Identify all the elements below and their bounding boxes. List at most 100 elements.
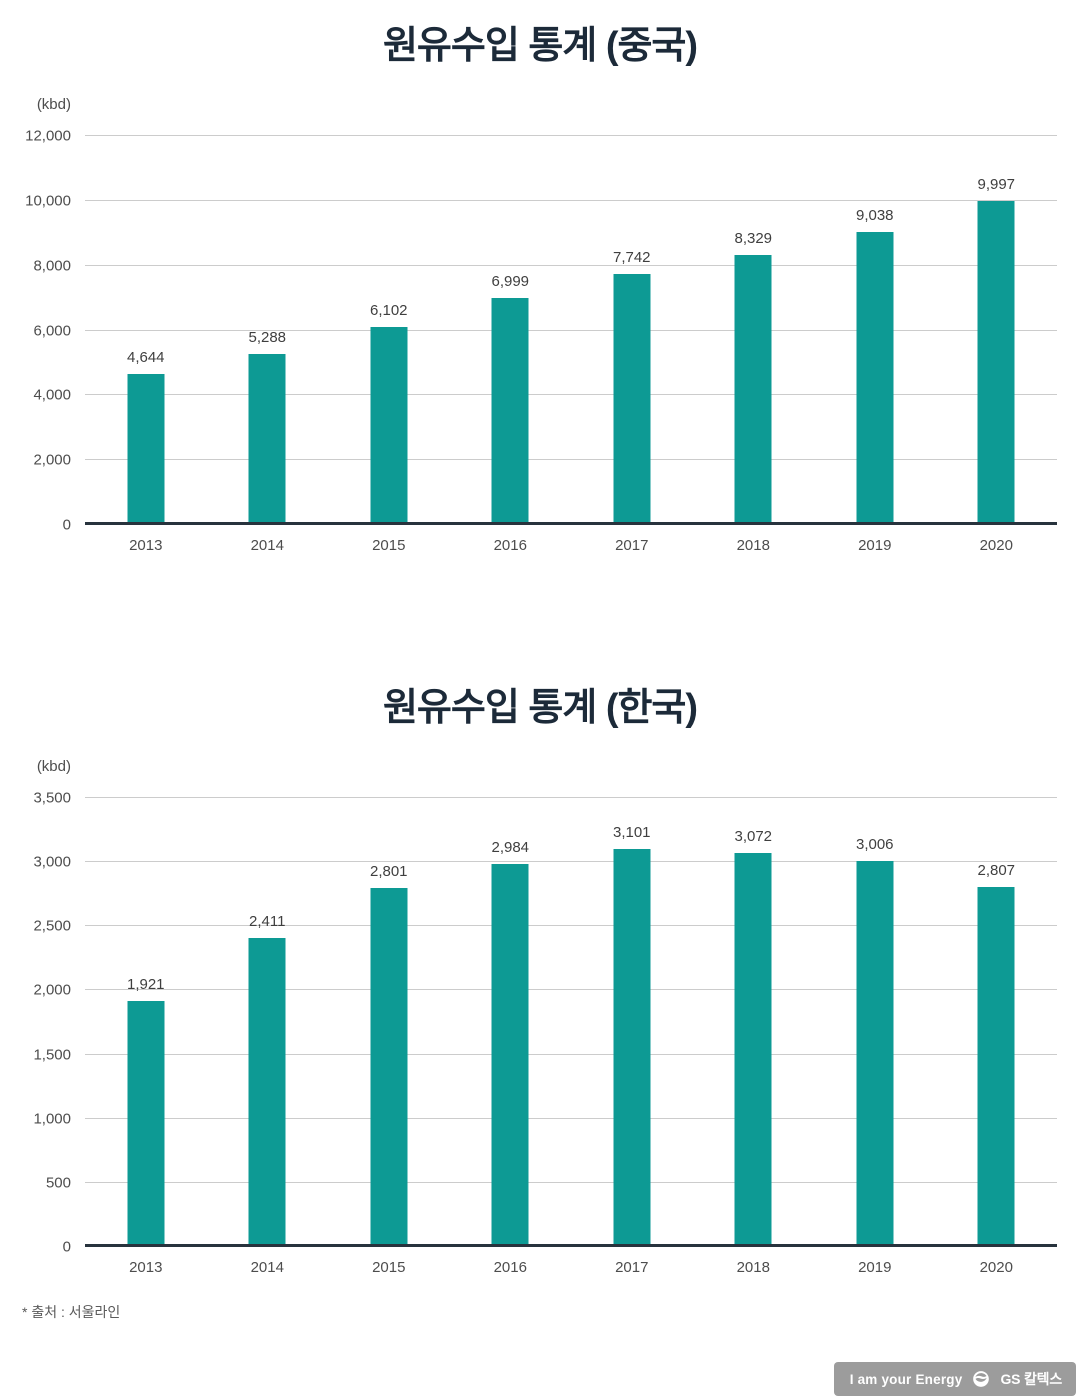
gridline <box>85 1181 1057 1183</box>
gridline <box>85 1117 1057 1119</box>
bar-2018 <box>734 255 772 525</box>
bar-2013 <box>127 374 165 525</box>
y-tick-label: 2,000 <box>33 451 71 469</box>
gridline <box>85 394 1057 396</box>
y-tick-label: 0 <box>62 516 71 534</box>
y-tick-label: 3,500 <box>33 789 71 807</box>
unit-row: (kbd) <box>0 96 1057 114</box>
x-tick-label: 2020 <box>979 537 1013 554</box>
x-tick-label: 2014 <box>250 1259 284 1276</box>
gridline <box>85 1053 1057 1055</box>
x-tick-label: 2018 <box>736 537 770 554</box>
brand-name: GS 칼텍스 <box>1000 1371 1062 1387</box>
gridline <box>85 861 1057 863</box>
brand-badge: I am your Energy GS 칼텍스 <box>833 1362 1076 1396</box>
y-axis-china: 12,000 10,000 8,000 6,000 4,000 2,000 0 <box>0 128 85 534</box>
bar-value-label: 6,999 <box>491 273 530 291</box>
bar-value-label: 2,807 <box>977 861 1016 879</box>
gridline <box>85 329 1057 331</box>
gs-logo-icon <box>971 1369 991 1389</box>
x-axis-korea: 2013 2014 2015 2016 2017 2018 2019 2020 <box>85 1259 1057 1276</box>
y-axis-unit-label: (kbd) <box>36 758 71 775</box>
gridline <box>85 797 1057 798</box>
x-tick-label: 2016 <box>493 537 527 554</box>
x-tick-label: 2013 <box>129 1259 163 1276</box>
bar-value-label: 7,742 <box>612 249 651 267</box>
y-axis-korea: 3,500 3,000 2,500 2,000 1,500 1,000 500 0 <box>0 790 85 1256</box>
bar-value-label: 2,984 <box>491 839 530 857</box>
gridline <box>85 264 1057 266</box>
bar-value-label: 1,921 <box>126 975 165 993</box>
bar-2016 <box>491 298 529 525</box>
bar-value-label: 3,101 <box>612 824 651 842</box>
y-tick-label: 10,000 <box>25 192 71 210</box>
bar-2016 <box>491 864 529 1247</box>
y-tick-label: 3,000 <box>33 853 71 871</box>
y-tick-label: 2,000 <box>33 981 71 999</box>
bar-2020 <box>977 200 1015 525</box>
x-tick-label: 2018 <box>736 1259 770 1276</box>
bar-2019 <box>856 861 894 1247</box>
x-axis-line <box>85 522 1057 525</box>
x-tick-label: 2016 <box>493 1259 527 1276</box>
unit-row: (kbd) <box>0 758 1057 776</box>
gridline <box>85 135 1057 136</box>
chart-title-china: 원유수입 통계 (중국) <box>382 25 698 67</box>
bar-2014 <box>248 353 286 525</box>
bar-value-label: 2,411 <box>249 912 286 930</box>
plot-row: 12,000 10,000 8,000 6,000 4,000 2,000 0 4,644 5… <box>0 128 1057 534</box>
bar-2017 <box>613 274 651 525</box>
bar-2014 <box>248 937 286 1247</box>
x-tick-label: 2017 <box>615 537 649 554</box>
bar-value-label: 9,997 <box>977 175 1016 193</box>
bar-value-label: 3,006 <box>855 836 894 854</box>
bar-value-label: 8,329 <box>734 230 773 248</box>
gridline <box>85 925 1057 927</box>
bar-value-label: 9,038 <box>855 207 894 225</box>
bar-value-label: 3,072 <box>734 827 773 845</box>
x-tick-label: 2013 <box>129 537 163 554</box>
chart-china: (kbd) 12,000 10,000 8,000 6,000 4,000 2,000 0 … <box>0 96 1080 554</box>
source-note: * 출처 : 서울라인 <box>22 1304 121 1320</box>
x-tick-label: 2017 <box>615 1259 649 1276</box>
plot-area-china: 4,644 5,288 6,102 6,999 7,742 8,329 9,038 9,997 <box>85 135 1057 525</box>
bar-2015 <box>370 327 408 525</box>
chart-section-china: 원유수입 통계 (중국) (kbd) 12,000 10,000 8,000 6,00… <box>0 24 1080 554</box>
plot-row: 3,500 3,000 2,500 2,000 1,500 1,000 500 0 1,921… <box>0 790 1057 1256</box>
x-tick-label: 2019 <box>858 1259 892 1276</box>
x-tick-label: 2015 <box>372 1259 406 1276</box>
y-tick-label: 1,500 <box>33 1046 71 1064</box>
gridline <box>85 199 1057 201</box>
x-tick-label: 2015 <box>372 537 406 554</box>
chart-section-korea: 원유수입 통계 (한국) (kbd) 3,500 3,000 2,500 2,000 1… <box>0 686 1080 1276</box>
y-tick-label: 12,000 <box>25 127 71 145</box>
bar-2019 <box>856 232 894 525</box>
x-tick-label: 2020 <box>979 1259 1013 1276</box>
y-tick-label: 0 <box>62 1238 71 1256</box>
x-axis-line <box>85 1244 1057 1247</box>
y-tick-label: 4,000 <box>33 386 71 404</box>
bar-2018 <box>734 852 772 1247</box>
chart-korea: (kbd) 3,500 3,000 2,500 2,000 1,500 1,000 500 0… <box>0 758 1080 1276</box>
y-tick-label: 2,500 <box>33 917 71 935</box>
x-axis-china: 2013 2014 2015 2016 2017 2018 2019 2020 <box>85 537 1057 554</box>
gridline <box>85 459 1057 461</box>
bar-2017 <box>613 849 651 1247</box>
y-tick-label: 8,000 <box>33 257 71 275</box>
bar-2013 <box>127 1000 165 1247</box>
plot-area-korea: 1,921 2,411 2,801 2,984 3,101 3,072 3,006 2,807 <box>85 797 1057 1247</box>
bar-value-label: 2,801 <box>369 862 408 880</box>
y-tick-label: 1,000 <box>33 1110 71 1128</box>
chart-title-korea: 원유수입 통계 (한국) <box>382 687 698 729</box>
bar-2015 <box>370 887 408 1247</box>
gridline <box>85 989 1057 991</box>
x-tick-label: 2019 <box>858 537 892 554</box>
bar-2020 <box>977 886 1015 1247</box>
y-axis-unit-label: (kbd) <box>36 96 71 113</box>
y-tick-label: 6,000 <box>33 322 71 339</box>
brand-slogan: I am your Energy <box>849 1371 963 1387</box>
x-tick-label: 2014 <box>250 537 284 554</box>
bar-value-label: 5,288 <box>248 328 287 346</box>
bar-value-label: 6,102 <box>369 302 408 320</box>
